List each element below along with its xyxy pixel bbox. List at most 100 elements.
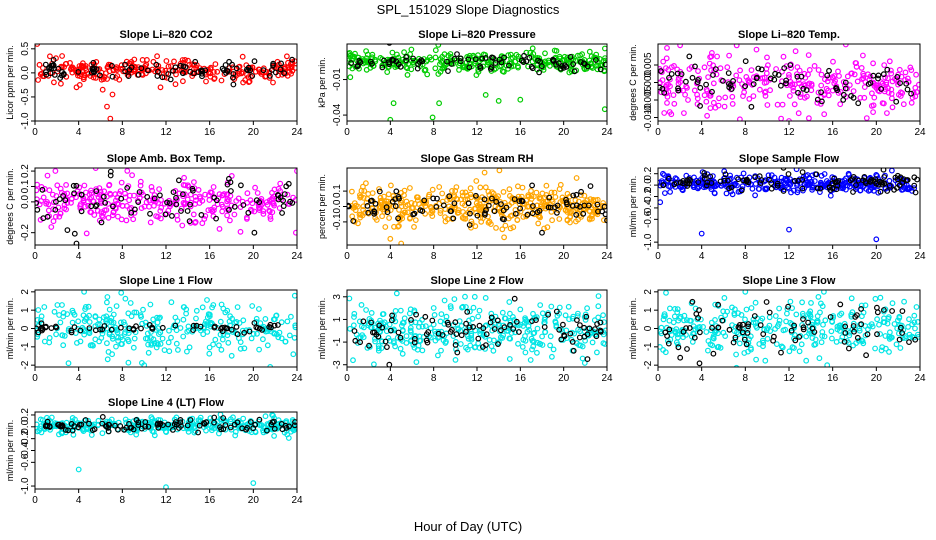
data-point <box>864 331 871 338</box>
data-point <box>791 322 797 329</box>
data-point <box>395 61 402 68</box>
data-point <box>820 321 826 328</box>
data-point <box>68 195 75 202</box>
data-point <box>818 71 825 78</box>
data-point <box>516 329 522 335</box>
data-point <box>145 349 152 356</box>
data-point <box>566 316 572 323</box>
data-point <box>400 319 407 326</box>
data-point <box>677 354 684 361</box>
data-point <box>575 310 581 317</box>
data-point <box>46 335 53 341</box>
data-point <box>541 316 548 323</box>
data-point <box>222 62 229 68</box>
data-point <box>65 360 72 367</box>
data-point <box>520 59 527 65</box>
data-point <box>488 323 495 330</box>
data-point <box>674 306 681 313</box>
data-point <box>527 357 534 363</box>
outlier-point <box>99 86 106 93</box>
data-point <box>668 71 675 77</box>
data-point <box>356 211 363 218</box>
data-point <box>821 111 828 118</box>
data-point <box>57 185 64 192</box>
data-point <box>465 335 472 342</box>
outlier-point <box>251 229 258 236</box>
data-point <box>432 54 439 61</box>
data-point <box>488 310 495 317</box>
data-point <box>104 356 111 363</box>
data-point <box>393 188 400 195</box>
data-point <box>78 208 85 215</box>
data-point <box>554 202 561 209</box>
data-point <box>210 184 217 190</box>
data-point <box>389 312 396 319</box>
data-point <box>350 322 357 329</box>
data-point <box>813 171 820 178</box>
plot-frame <box>34 43 298 122</box>
data-point <box>874 309 881 316</box>
data-point <box>658 324 665 331</box>
data-point <box>384 344 390 351</box>
data-point <box>756 186 762 192</box>
data-point <box>517 205 523 212</box>
data-point <box>671 63 677 69</box>
data-point <box>905 185 911 192</box>
data-point <box>260 67 267 74</box>
data-point <box>871 94 878 101</box>
data-point <box>123 419 130 426</box>
data-point <box>727 82 734 89</box>
data-point <box>192 58 199 65</box>
data-point <box>793 168 800 173</box>
data-point <box>694 184 700 191</box>
data-point <box>740 93 746 99</box>
data-point <box>663 290 669 296</box>
data-point <box>808 300 814 306</box>
data-point <box>889 334 895 341</box>
x-tick-label: 0 <box>655 127 661 138</box>
data-point <box>429 213 436 220</box>
data-point <box>773 179 780 186</box>
data-point <box>234 304 241 311</box>
data-point <box>463 304 469 310</box>
data-point <box>863 115 870 121</box>
data-point <box>211 324 218 331</box>
data-point <box>482 55 489 61</box>
data-point <box>793 311 800 318</box>
data-point <box>889 300 896 307</box>
data-point <box>595 62 601 69</box>
data-point <box>213 215 220 222</box>
data-point <box>733 72 740 79</box>
data-point <box>401 192 407 199</box>
data-point <box>130 426 137 433</box>
data-point <box>119 202 126 209</box>
data-point <box>724 64 731 71</box>
data-point <box>684 346 690 352</box>
data-point <box>824 72 831 79</box>
data-point <box>230 414 236 421</box>
data-point <box>402 203 409 210</box>
data-point <box>117 423 124 429</box>
data-point <box>788 327 795 334</box>
data-point <box>582 61 588 67</box>
series-1 <box>347 44 607 121</box>
data-point <box>502 222 509 229</box>
data-point <box>227 188 234 194</box>
data-point <box>270 200 277 207</box>
data-point <box>488 64 495 71</box>
outlier-point <box>786 226 792 233</box>
data-point <box>116 76 123 83</box>
data-point <box>278 60 285 67</box>
data-point <box>772 70 778 77</box>
data-point <box>208 206 215 213</box>
data-point <box>884 188 891 194</box>
data-point <box>799 176 806 183</box>
series-1 <box>347 290 607 367</box>
data-point <box>444 58 450 65</box>
data-point <box>602 55 607 61</box>
data-point <box>389 56 396 63</box>
data-point <box>743 177 750 184</box>
data-point <box>539 190 546 197</box>
